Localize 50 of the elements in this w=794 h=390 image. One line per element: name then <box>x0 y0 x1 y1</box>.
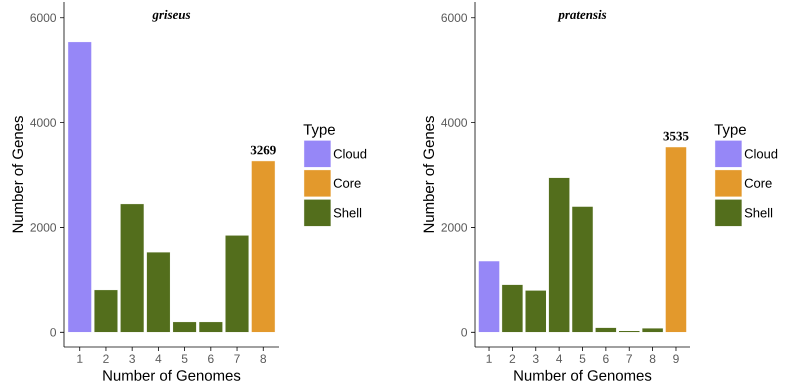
bar <box>525 290 547 333</box>
y-tick-label: 6000 <box>30 14 56 22</box>
legend-label: Cloud <box>744 148 778 158</box>
x-tick-label: 3 <box>532 354 539 363</box>
x-tick-label: 5 <box>580 354 586 363</box>
data-label: 3535 <box>664 132 688 140</box>
y-tick-label: 0 <box>461 328 468 337</box>
bar <box>68 42 92 333</box>
y-tick-label: 0 <box>50 328 56 337</box>
x-tick-label: 7 <box>626 354 632 363</box>
legend-label: Cloud <box>334 148 366 158</box>
bar <box>198 322 223 333</box>
legend-label: Core <box>744 178 772 188</box>
x-axis-title: Number of Genomes <box>514 370 652 381</box>
y-tick-label: 4000 <box>30 118 56 127</box>
bar <box>146 252 170 333</box>
bar <box>224 235 250 333</box>
bar <box>94 290 118 333</box>
y-tick-label: 4000 <box>441 118 468 127</box>
bar <box>120 204 144 333</box>
x-tick-label: 1 <box>486 354 492 363</box>
y-tick-label: 2000 <box>441 223 468 232</box>
x-axis-title: Number of Genomes <box>103 370 240 381</box>
x-tick-label: 6 <box>208 354 214 363</box>
x-tick-label: 1 <box>77 354 82 363</box>
legend-title: Type <box>714 124 746 138</box>
x-tick-label: 3 <box>129 354 135 363</box>
legend-label: Shell <box>334 208 362 218</box>
bar <box>172 322 197 333</box>
x-tick-label: 8 <box>260 354 266 363</box>
x-tick-label: 7 <box>234 354 240 363</box>
legend-title: Type <box>304 124 335 138</box>
legend-label: Shell <box>744 208 772 218</box>
y-axis-title: Number of Genes <box>12 116 24 232</box>
y-axis-title: Number of Genes <box>423 116 434 232</box>
text: pratensis <box>557 10 606 22</box>
x-tick-label: 4 <box>155 354 162 363</box>
x-tick-label: 5 <box>182 354 188 363</box>
y-tick-label: 2000 <box>30 223 56 232</box>
bar <box>251 160 276 333</box>
x-tick-label: 6 <box>603 354 609 363</box>
x-tick-label: 9 <box>673 354 679 363</box>
x-tick-label: 2 <box>510 354 516 363</box>
legend-label: Core <box>334 178 361 188</box>
data-label: 3269 <box>250 146 276 154</box>
x-tick-label: 4 <box>556 354 562 363</box>
x-tick-label: 2 <box>103 354 109 363</box>
x-tick-label: 8 <box>650 354 656 363</box>
text: griseus <box>152 10 190 22</box>
y-tick-label: 6000 <box>442 14 468 22</box>
